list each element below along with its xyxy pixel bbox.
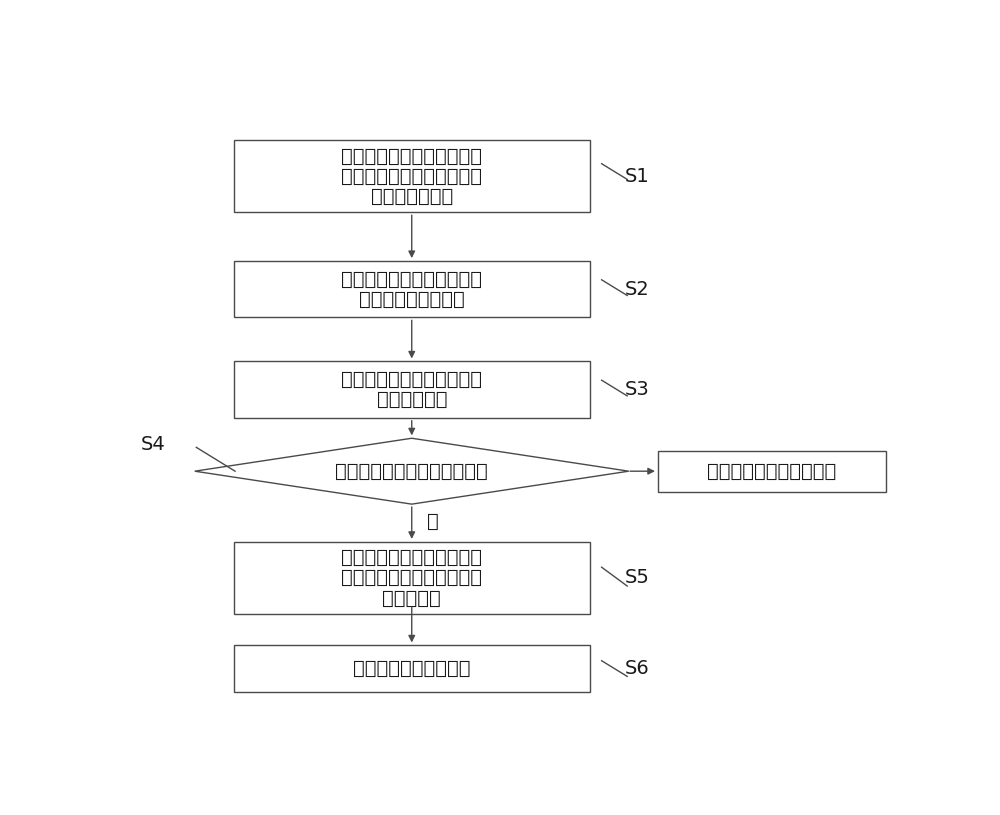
- Text: S5: S5: [625, 568, 650, 588]
- Bar: [234, 645, 590, 693]
- Text: S3: S3: [625, 380, 650, 399]
- Text: 计算最大质量比与最小质量: 计算最大质量比与最小质量: [341, 370, 482, 389]
- Text: S2: S2: [625, 280, 650, 299]
- Bar: [234, 261, 590, 318]
- Text: 是: 是: [427, 512, 439, 531]
- Text: 根据所述均值调节流速: 根据所述均值调节流速: [353, 659, 471, 678]
- Bar: [234, 140, 590, 213]
- Text: 判定流道平衡状态为合格: 判定流道平衡状态为合格: [708, 461, 837, 481]
- Bar: [234, 542, 590, 614]
- Bar: [234, 361, 590, 418]
- Text: 比之间的差值: 比之间的差值: [376, 390, 447, 409]
- Text: S6: S6: [625, 659, 650, 678]
- Polygon shape: [195, 438, 629, 504]
- Text: 量比的均值: 量比的均值: [382, 588, 441, 607]
- Bar: [658, 451, 886, 491]
- Text: 应的完整品的质量比: 应的完整品的质量比: [359, 290, 465, 309]
- Text: 判断所述差值是否大于预设值: 判断所述差值是否大于预设值: [335, 461, 488, 481]
- Text: 获取向所述模具的多个模腔: 获取向所述模具的多个模腔: [341, 147, 482, 165]
- Text: 中浇注流体原料所形成的各: 中浇注流体原料所形成的各: [341, 167, 482, 186]
- Text: 计算每个所述短射品与其对: 计算每个所述短射品与其对: [341, 270, 482, 289]
- Text: 计算除所述最大质量比和所: 计算除所述最大质量比和所: [341, 548, 482, 567]
- Text: 述最小质量比以外的所有质: 述最小质量比以外的所有质: [341, 568, 482, 588]
- Text: 个短射品的质量: 个短射品的质量: [371, 187, 453, 206]
- Text: S4: S4: [140, 435, 165, 454]
- Text: S1: S1: [625, 167, 650, 186]
